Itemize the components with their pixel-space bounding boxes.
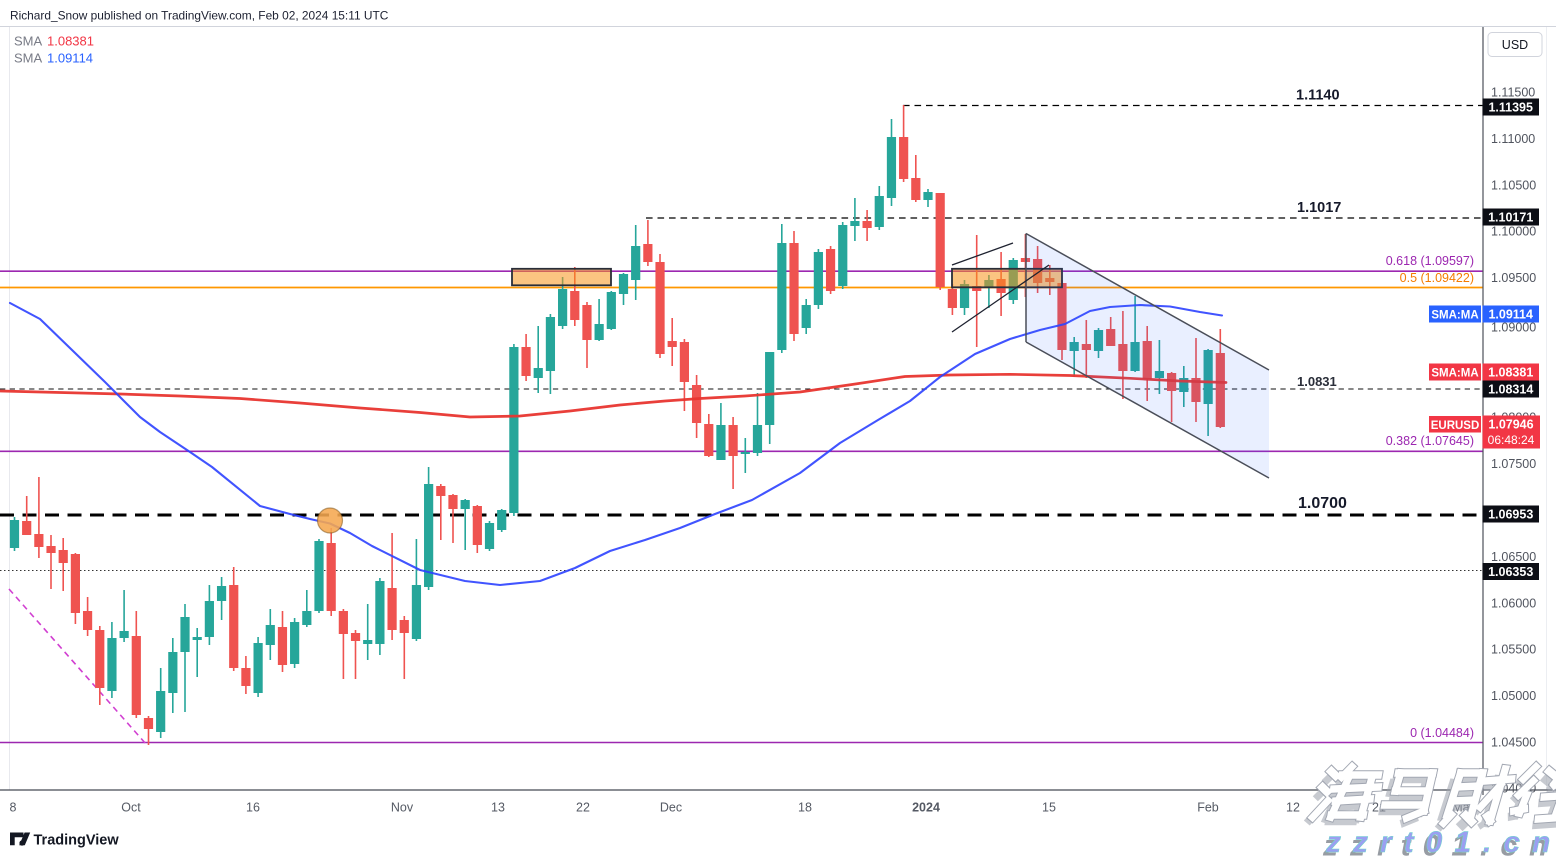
svg-text:1.06500: 1.06500 xyxy=(1491,550,1536,564)
svg-text:18: 18 xyxy=(798,801,812,815)
svg-text:15: 15 xyxy=(1042,801,1056,815)
svg-text:1.07946: 1.07946 xyxy=(1488,418,1533,432)
svg-text:1.08381: 1.08381 xyxy=(1488,366,1533,380)
svg-text:SMA:MA: SMA:MA xyxy=(1431,310,1478,322)
svg-text:2024: 2024 xyxy=(912,801,940,815)
svg-text:1.10171: 1.10171 xyxy=(1488,211,1533,225)
svg-text:SMA:MA: SMA:MA xyxy=(1431,368,1478,380)
svg-text:1.08314: 1.08314 xyxy=(1488,383,1533,397)
svg-text:1.11000: 1.11000 xyxy=(1491,132,1535,146)
svg-text:1.1140: 1.1140 xyxy=(1296,88,1340,104)
svg-text:Feb: Feb xyxy=(1197,801,1219,815)
svg-text:1.05000: 1.05000 xyxy=(1491,689,1536,703)
svg-text:TradingView: TradingView xyxy=(34,833,120,849)
svg-text:13: 13 xyxy=(491,801,505,815)
svg-text:SMA: SMA xyxy=(14,51,43,66)
svg-text:1.11500: 1.11500 xyxy=(1491,86,1535,100)
svg-text:USD: USD xyxy=(1502,38,1528,52)
svg-text:0.618 (1.09597): 0.618 (1.09597) xyxy=(1386,254,1474,268)
svg-text:1.10500: 1.10500 xyxy=(1491,179,1536,193)
svg-text:1.0700: 1.0700 xyxy=(1298,495,1347,512)
svg-text:1.06953: 1.06953 xyxy=(1488,508,1533,522)
svg-text:1.09000: 1.09000 xyxy=(1491,321,1536,335)
svg-text:1.06353: 1.06353 xyxy=(1488,565,1533,579)
svg-text:16: 16 xyxy=(246,801,260,815)
svg-text:1.05500: 1.05500 xyxy=(1491,643,1536,657)
svg-text:Richard_Snow published on Trad: Richard_Snow published on TradingView.co… xyxy=(10,9,389,23)
svg-text:1.10000: 1.10000 xyxy=(1491,225,1536,239)
svg-text:12: 12 xyxy=(1286,801,1300,815)
svg-text:1.04500: 1.04500 xyxy=(1491,736,1536,750)
svg-text:1.07500: 1.07500 xyxy=(1491,457,1536,471)
svg-text:zzrt01.cn: zzrt01.cn xyxy=(1322,830,1556,857)
svg-text:1.11395: 1.11395 xyxy=(1488,101,1533,115)
svg-text:8: 8 xyxy=(10,801,17,815)
svg-text:1.1017: 1.1017 xyxy=(1297,200,1341,216)
svg-text:Dec: Dec xyxy=(660,801,682,815)
svg-text:1.06000: 1.06000 xyxy=(1491,597,1536,611)
svg-text:1.09114: 1.09114 xyxy=(47,51,93,66)
svg-text:06:48:24: 06:48:24 xyxy=(1488,433,1535,447)
svg-text:0.5 (1.09422): 0.5 (1.09422) xyxy=(1400,271,1474,285)
svg-text:1.09114: 1.09114 xyxy=(1488,308,1533,322)
svg-text:0.382 (1.07645): 0.382 (1.07645) xyxy=(1386,434,1474,448)
svg-text:1.09500: 1.09500 xyxy=(1491,271,1536,285)
svg-text:Nov: Nov xyxy=(391,801,414,815)
svg-text:zzrt01.cn: zzrt01.cn xyxy=(1325,826,1556,857)
svg-text:SMA: SMA xyxy=(14,34,43,49)
svg-text:Oct: Oct xyxy=(121,801,141,815)
svg-text:0 (1.04484): 0 (1.04484) xyxy=(1410,726,1474,740)
svg-text:EURUSD: EURUSD xyxy=(1431,420,1480,432)
svg-text:22: 22 xyxy=(576,801,590,815)
svg-text:1.08381: 1.08381 xyxy=(47,34,94,49)
svg-text:1.0831: 1.0831 xyxy=(1297,374,1337,389)
